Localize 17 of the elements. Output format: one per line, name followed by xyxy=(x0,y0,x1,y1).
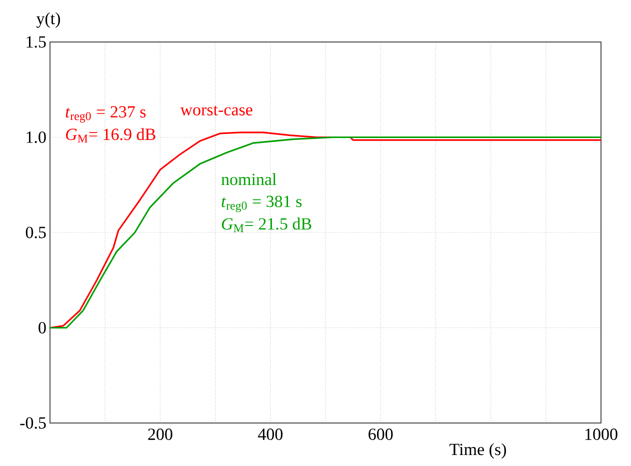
annotation: G$_{M}$= 21.5 dB xyxy=(222,218,312,232)
series-label: worst-case xyxy=(180,106,252,116)
y-tick-label: 0 xyxy=(38,322,46,334)
y-tick-label: 0.5 xyxy=(26,226,46,238)
y-tick-label: 1.5 xyxy=(26,36,46,48)
annotation: G$_{M}$= 16.9 dB xyxy=(66,128,156,143)
x-tick-label: 1000 xyxy=(585,428,618,440)
y-tick-label: -0.5 xyxy=(20,417,46,429)
x-tick-label: 400 xyxy=(258,428,283,440)
y-tick-label: 1.0 xyxy=(26,131,46,144)
x-tick-label: 200 xyxy=(148,428,172,440)
x-axis-title: Time (s) xyxy=(450,443,506,459)
annotation: t$_{reg0}$ = 237 s xyxy=(66,106,146,123)
y-axis-title: y(t) xyxy=(36,12,60,28)
annotation: t$_{reg0}$ = 381 s xyxy=(222,196,302,212)
series-label: nominal xyxy=(221,173,276,186)
x-tick-label: 600 xyxy=(368,428,393,440)
